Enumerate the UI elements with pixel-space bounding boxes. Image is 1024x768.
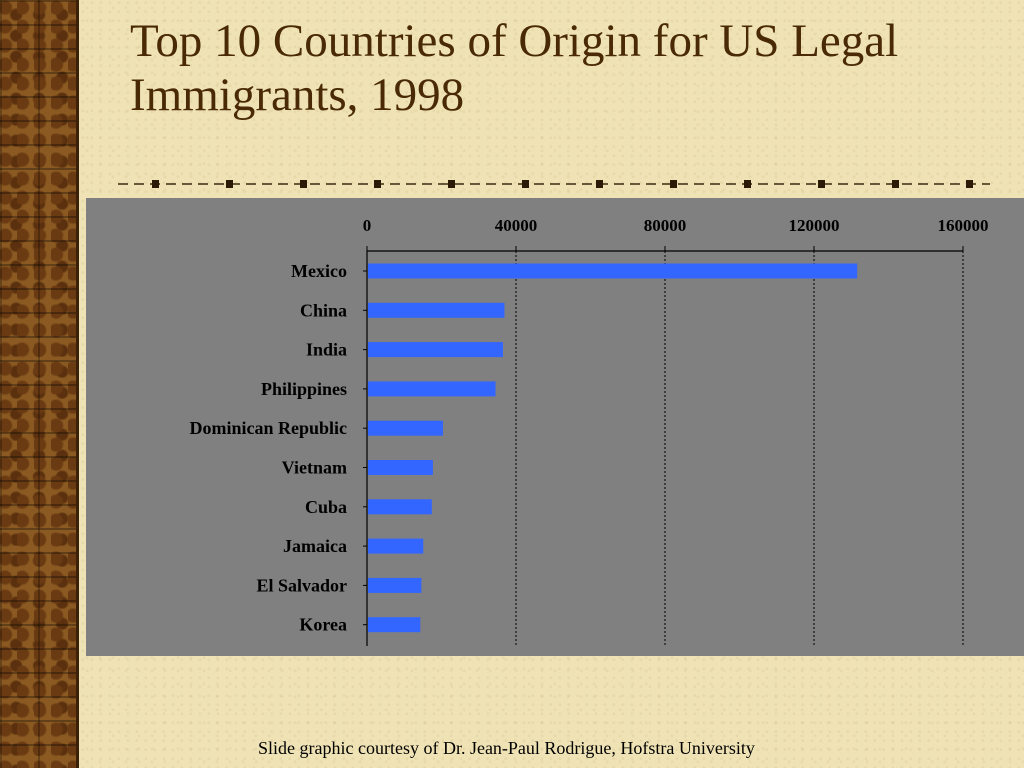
- bar: [368, 499, 432, 515]
- category-label: Korea: [299, 615, 347, 635]
- category-label: Jamaica: [283, 536, 347, 556]
- slide-title: Top 10 Countries of Origin for US Legal …: [130, 15, 899, 121]
- x-tick-label: 160000: [938, 216, 989, 235]
- bar: [368, 342, 503, 358]
- decorative-divider: [118, 180, 990, 188]
- category-label: India: [306, 340, 347, 360]
- bar: [368, 381, 496, 397]
- x-tick-label: 120000: [789, 216, 840, 235]
- x-tick-label: 40000: [495, 216, 538, 235]
- category-label: Mexico: [291, 261, 347, 281]
- x-tick-label: 80000: [644, 216, 687, 235]
- slide-credit: Slide graphic courtesy of Dr. Jean-Paul …: [258, 738, 755, 758]
- bar: [368, 263, 858, 279]
- decorative-side-border: [0, 0, 79, 768]
- bar: [368, 538, 424, 554]
- bar-chart: 0 40000 80000 120000 160000 Mexico China India P…: [189, 216, 989, 646]
- chart-panel: 0 40000 80000 120000 160000 Mexico China India P…: [86, 198, 1024, 656]
- category-label: El Salvador: [256, 575, 347, 595]
- x-tick-label: 0: [363, 216, 372, 235]
- bar: [368, 617, 421, 633]
- category-label: Vietnam: [282, 458, 347, 478]
- category-label: Cuba: [305, 497, 347, 517]
- bar: [368, 460, 433, 475]
- category-label: Dominican Republic: [189, 418, 347, 438]
- bar: [368, 420, 443, 436]
- bar: [368, 302, 505, 318]
- category-label: Philippines: [261, 379, 347, 399]
- bar: [368, 577, 422, 593]
- category-label: China: [300, 300, 347, 320]
